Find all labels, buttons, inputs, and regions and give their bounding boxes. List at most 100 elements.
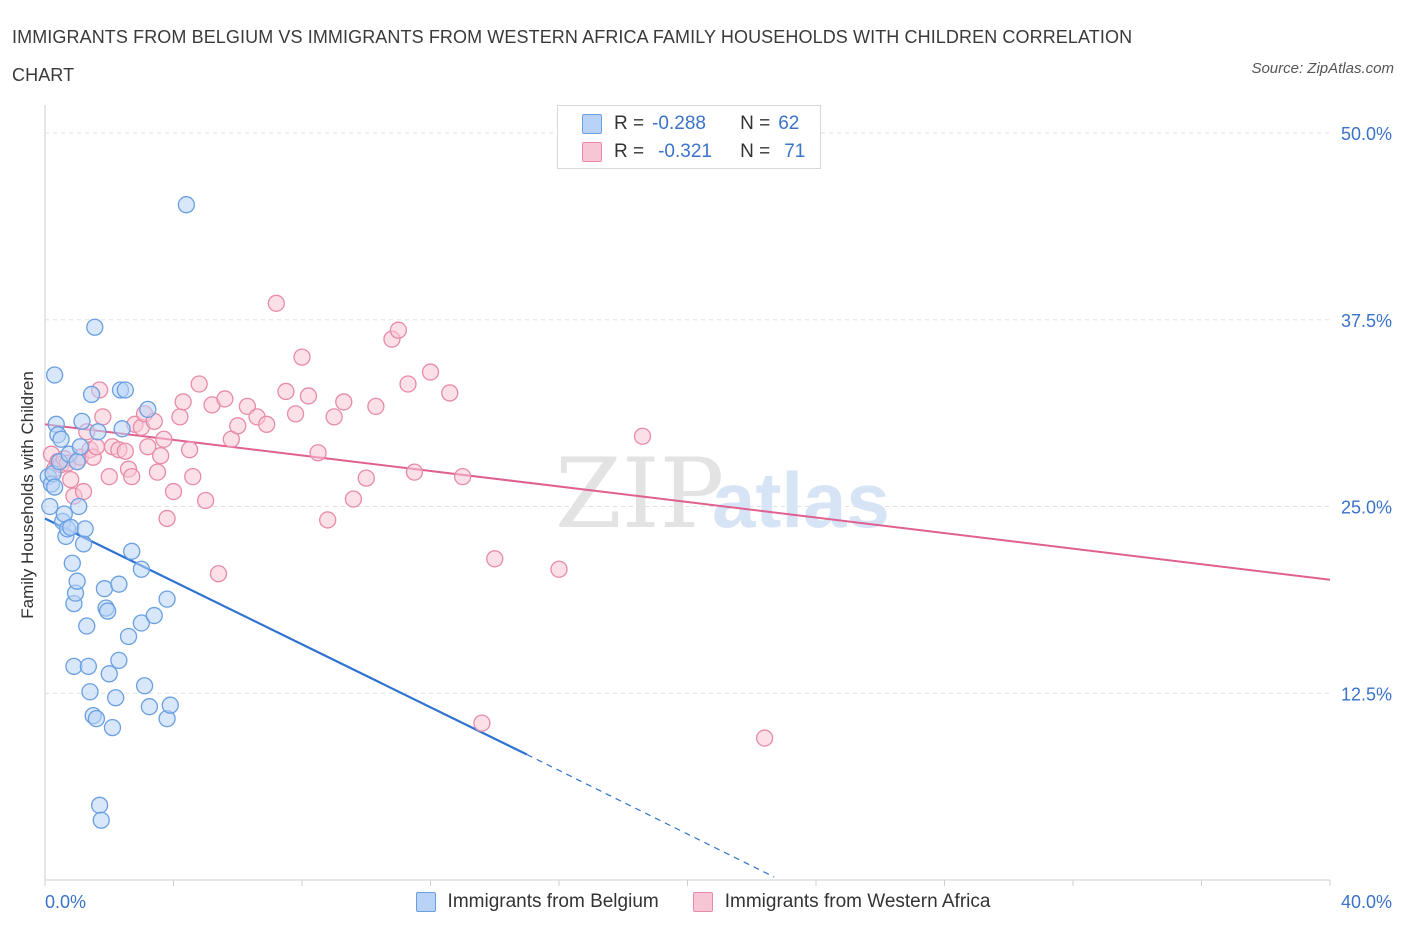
belgium-point: [107, 689, 125, 707]
belgium-point: [78, 617, 96, 635]
wafrica-n-value: 71: [784, 141, 806, 162]
wafrica-point: [116, 442, 134, 460]
wafrica-point: [299, 387, 318, 405]
wafrica-point: [367, 397, 385, 416]
wafrica-point: [139, 438, 157, 456]
belgium-point: [132, 614, 151, 632]
wafrica-point: [258, 415, 276, 433]
belgium-swatch: [582, 114, 602, 134]
wafrica-point: [148, 463, 167, 481]
belgium-point: [70, 497, 88, 516]
wafrica-point: [100, 467, 118, 486]
wafrica-swatch: [582, 142, 602, 162]
belgium-point: [76, 520, 94, 538]
wafrica-point: [87, 438, 106, 456]
y-tick-label: 37.5%: [1341, 311, 1392, 331]
belgium-point: [92, 811, 110, 829]
belgium-point: [139, 400, 157, 419]
legend-item-wafrica[interactable]: Immigrants from Western Africa: [692, 891, 991, 913]
r-label: R =: [614, 113, 645, 134]
legend-item-belgium[interactable]: Immigrants from Belgium: [415, 891, 659, 913]
wafrica-point: [158, 509, 176, 528]
belgium-point: [82, 385, 101, 404]
belgium-point: [65, 657, 83, 676]
wafrica-point: [441, 384, 459, 402]
wafrica-point: [473, 714, 491, 732]
wafrica-point: [196, 491, 215, 510]
watermark-atlas: atlas: [712, 456, 890, 544]
wafrica-point: [277, 382, 295, 401]
wafrica-point: [405, 463, 424, 481]
belgium-point: [71, 438, 89, 456]
belgium-point: [116, 381, 134, 399]
wafrica-point: [155, 430, 173, 448]
wafrica-point: [335, 393, 353, 411]
belgium-point: [86, 318, 104, 336]
belgium-point: [73, 412, 91, 430]
wafrica-point: [62, 470, 80, 489]
belgium-trend-extension: [526, 753, 775, 878]
wafrica-legend-label: Immigrants from Western Africa: [724, 891, 991, 912]
y-tick-label: 50.0%: [1341, 124, 1392, 144]
wafrica-point: [164, 482, 183, 501]
legend-row-wafrica: R = -0.321 N = 71: [558, 137, 805, 167]
belgium-point: [52, 430, 70, 448]
belgium-point: [103, 718, 122, 737]
belgium-point: [177, 196, 196, 214]
belgium-point: [45, 478, 64, 496]
wafrica-point: [633, 427, 652, 445]
belgium-point: [74, 535, 93, 553]
belgium-point: [41, 497, 59, 516]
wafrica-point: [486, 550, 504, 568]
wafrica-point: [399, 375, 417, 393]
wafrica-point: [550, 560, 568, 578]
wafrica-point: [319, 511, 337, 529]
wafrica-point: [209, 565, 228, 583]
n-label: N =: [740, 113, 771, 134]
belgium-point: [110, 575, 128, 593]
x-tick-label-min: 0.0%: [45, 892, 86, 912]
legend-row-belgium: R = -0.288 N = 62: [558, 109, 799, 139]
wafrica-point: [184, 467, 202, 486]
wafrica-point: [94, 408, 112, 426]
wafrica-point: [216, 390, 234, 408]
wafrica-point: [151, 447, 170, 465]
belgium-point: [119, 627, 138, 646]
wafrica-point: [229, 417, 247, 435]
belgium-point: [45, 366, 64, 384]
belgium-point: [90, 796, 109, 814]
belgium-point: [68, 453, 86, 471]
belgium-point: [89, 423, 107, 441]
wafrica-point: [123, 467, 141, 486]
wafrica-legend-swatch: [692, 892, 713, 912]
belgium-point: [81, 683, 99, 701]
chart-title: IMMIGRANTS FROM BELGIUM VS IMMIGRANTS FR…: [12, 27, 1133, 85]
wafrica-point: [267, 294, 285, 312]
belgium-point: [87, 709, 106, 728]
wafrica-point: [174, 393, 192, 411]
belgium-point: [161, 696, 179, 714]
belgium-point: [79, 657, 98, 676]
wafrica-point: [190, 375, 208, 393]
wafrica-point: [344, 490, 363, 508]
wafrica-point: [357, 469, 375, 487]
belgium-point: [123, 542, 141, 560]
belgium-point: [140, 698, 159, 716]
stats-legend: R = -0.288 N = 62 R = -0.321 N = 71: [557, 105, 821, 169]
watermark-zip: ZIP: [555, 438, 724, 550]
belgium-r-value: -0.288: [652, 113, 706, 134]
wafrica-trend-line: [44, 423, 1331, 581]
belgium-n-value: 62: [778, 113, 800, 134]
belgium-point: [113, 420, 131, 438]
wafrica-point: [180, 441, 199, 459]
belgium-legend-swatch: [415, 892, 436, 912]
wafrica-point: [293, 348, 311, 366]
wafrica-point: [325, 408, 343, 426]
source-label: Source: ZipAtlas.com: [1251, 60, 1394, 77]
belgium-point: [98, 602, 117, 620]
wafrica-point: [755, 729, 774, 747]
belgium-legend-label: Immigrants from Belgium: [447, 891, 659, 912]
belgium-point: [135, 677, 154, 695]
belgium-point: [132, 560, 151, 578]
